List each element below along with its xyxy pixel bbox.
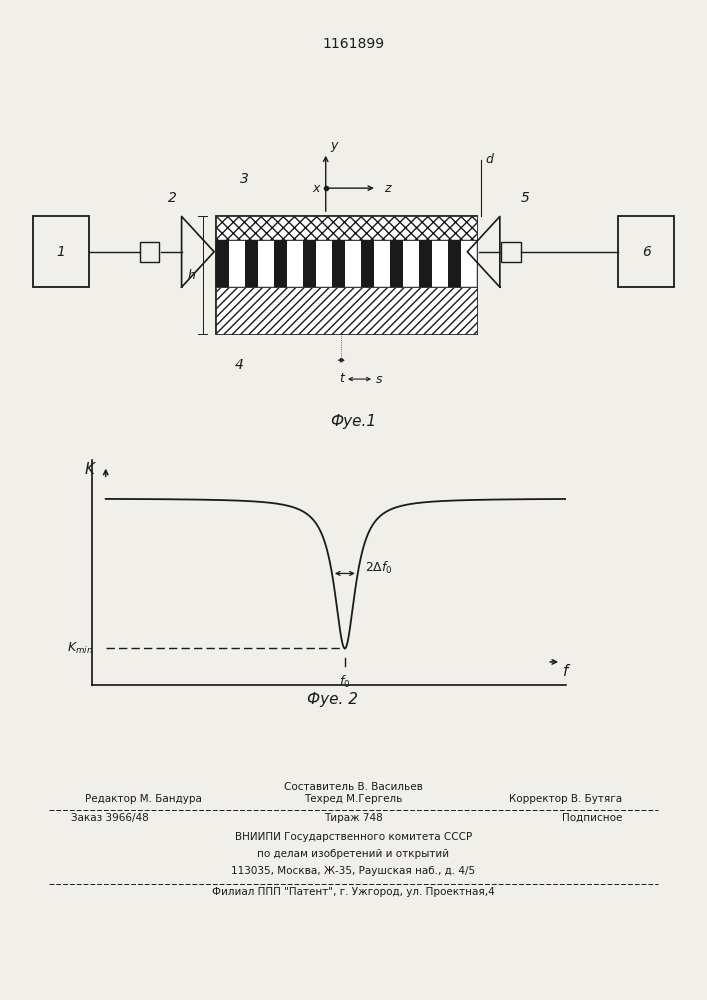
Text: Заказ 3966/48: Заказ 3966/48 (71, 813, 148, 823)
Bar (274, 240, 287, 287)
Bar (216, 240, 477, 287)
Text: 1161899: 1161899 (322, 37, 385, 51)
Bar (33, 216, 88, 287)
Text: K: K (84, 462, 94, 477)
Text: d: d (486, 153, 493, 166)
Text: $f_0$: $f_0$ (339, 673, 351, 690)
Text: x: x (312, 182, 320, 195)
Bar (216, 240, 230, 287)
Text: Составитель В. Васильев: Составитель В. Васильев (284, 782, 423, 792)
Text: Фуе. 2: Фуе. 2 (307, 692, 358, 707)
Bar (501, 242, 521, 262)
Text: Подписное: Подписное (562, 813, 622, 823)
Text: 4: 4 (235, 358, 244, 372)
Text: 1: 1 (57, 245, 65, 259)
Bar (245, 240, 258, 287)
Text: ВНИИПИ Государственного комитета СССР: ВНИИПИ Государственного комитета СССР (235, 832, 472, 842)
Text: 6: 6 (642, 245, 650, 259)
Bar (216, 216, 477, 334)
Text: h: h (187, 269, 196, 282)
Bar (390, 240, 403, 287)
Bar (361, 240, 374, 287)
Text: Техред М.Гергель: Техред М.Гергель (304, 794, 403, 804)
Text: Редактор М. Бандура: Редактор М. Бандура (85, 794, 201, 804)
Text: t: t (339, 372, 344, 385)
Bar (419, 240, 432, 287)
Text: $2\Delta f_0$: $2\Delta f_0$ (365, 560, 392, 576)
Bar (140, 242, 159, 262)
Text: s: s (376, 373, 382, 386)
Bar (619, 216, 674, 287)
Text: Филиал ППП "Патент", г. Ужгород, ул. Проектная,4: Филиал ППП "Патент", г. Ужгород, ул. Про… (212, 887, 495, 897)
Text: Фуе.1: Фуе.1 (330, 414, 377, 429)
Bar (448, 240, 461, 287)
Text: 3: 3 (240, 172, 249, 186)
Bar (332, 240, 345, 287)
Text: z: z (384, 182, 390, 195)
Text: y: y (330, 139, 338, 152)
Text: f: f (563, 664, 568, 679)
Text: Тираж 748: Тираж 748 (324, 813, 383, 823)
Bar (216, 240, 477, 287)
Text: по делам изобретений и открытий: по делам изобретений и открытий (257, 849, 450, 859)
Bar (216, 216, 477, 240)
Text: 5: 5 (521, 191, 530, 205)
Text: Корректор В. Бутяга: Корректор В. Бутяга (509, 794, 622, 804)
Text: 113035, Москва, Ж-35, Раушская наб., д. 4/5: 113035, Москва, Ж-35, Раушская наб., д. … (231, 866, 476, 876)
Text: 2: 2 (168, 191, 177, 205)
Text: $K_{min}$: $K_{min}$ (66, 641, 93, 656)
Bar (303, 240, 316, 287)
Bar (216, 287, 477, 334)
